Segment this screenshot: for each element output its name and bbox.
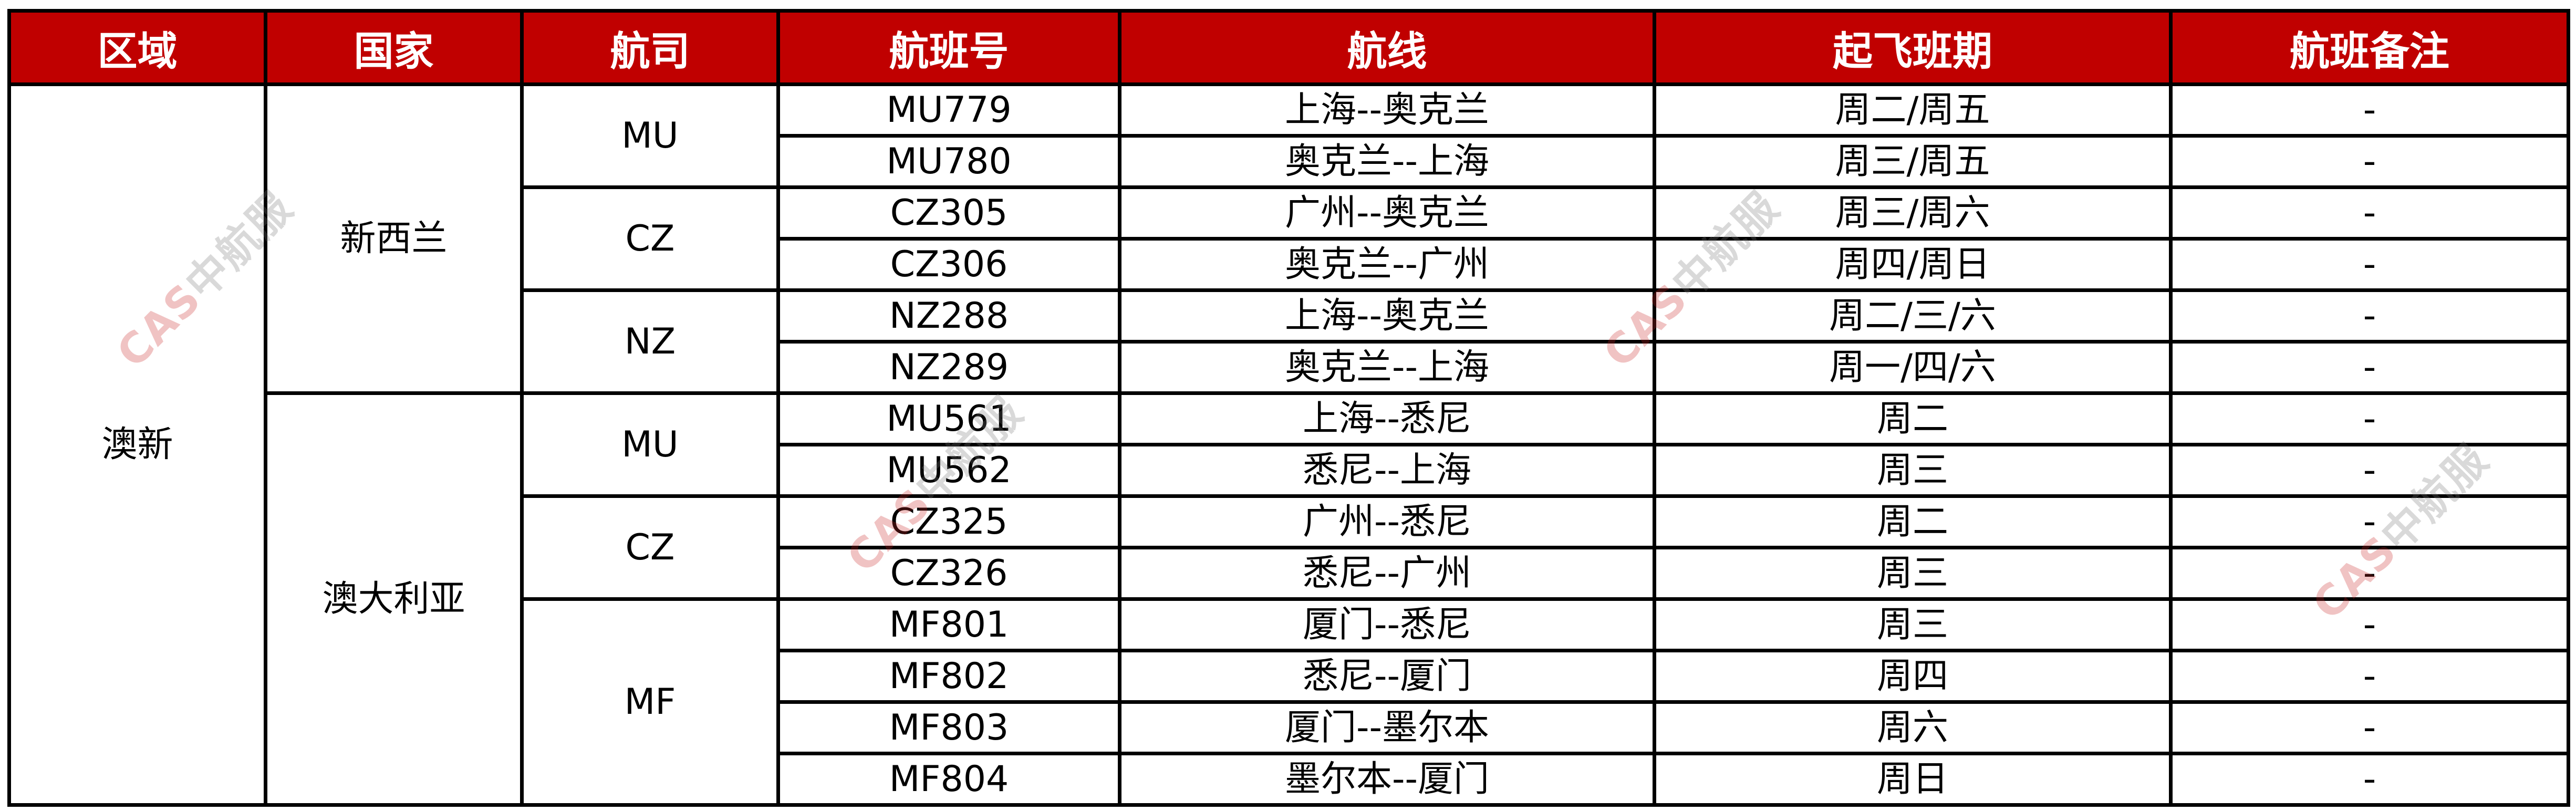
days-cell: 周四/周日 — [1653, 237, 2173, 292]
remark-cell: - — [2169, 185, 2570, 241]
remark-cell: - — [2169, 134, 2570, 189]
days-cell: 周三/周五 — [1653, 134, 2173, 189]
route-cell: 上海--奥克兰 — [1118, 288, 1656, 344]
remark-cell: - — [2169, 494, 2570, 549]
flight-no-cell: MU779 — [776, 82, 1121, 138]
days-cell: 周三 — [1653, 597, 2173, 652]
days-cell: 周二 — [1653, 494, 2173, 549]
header-flight-no: 航班号 — [776, 9, 1121, 86]
route-cell: 奥克兰--上海 — [1118, 340, 1656, 395]
flight-no-cell: MU561 — [776, 391, 1121, 446]
header-route: 航线 — [1118, 9, 1656, 86]
header-row: 区域 国家 航司 航班号 航线 起飞班期 航班备注 — [7, 9, 2570, 86]
table-row: CZ CZ325 广州--悉尼 周二 - — [9, 494, 2570, 601]
table-row: CZ326 悉尼--广州 周三 - — [9, 546, 2570, 601]
remark-cell: - — [2169, 82, 2570, 138]
days-cell: 周三 — [1653, 443, 2173, 498]
table-row: CZ306 奥克兰--广州 周四/周日 - — [9, 237, 2570, 292]
route-cell: 墨尔本--厦门 — [1118, 752, 1656, 807]
flight-no-cell: MU562 — [776, 443, 1121, 498]
route-cell: 上海--奥克兰 — [1118, 82, 1656, 138]
route-cell: 厦门--墨尔本 — [1118, 700, 1656, 755]
flight-no-cell: CZ326 — [776, 546, 1121, 601]
remark-cell: - — [2169, 700, 2570, 755]
table-row: MF804 墨尔本--厦门 周日 - — [9, 752, 2570, 807]
route-cell: 悉尼--广州 — [1118, 546, 1656, 601]
airline-cell: CZ — [520, 185, 780, 292]
table-row: 澳大利亚 MU MU561 上海--悉尼 周二 - — [9, 391, 2570, 807]
table-row: MU780 奥克兰--上海 周三/周五 - — [9, 134, 2570, 189]
flight-no-cell: MU780 — [776, 134, 1121, 189]
header-airline: 航司 — [520, 9, 780, 86]
table-row: MF803 厦门--墨尔本 周六 - — [9, 700, 2570, 755]
country-cell: 新西兰 — [264, 82, 524, 395]
route-cell: 奥克兰--上海 — [1118, 134, 1656, 189]
remark-cell: - — [2169, 288, 2570, 344]
flight-no-cell: CZ305 — [776, 185, 1121, 241]
remark-cell: - — [2169, 391, 2570, 446]
table-row: CZ CZ305 广州--奥克兰 周三/周六 - — [9, 185, 2570, 292]
remark-cell: - — [2169, 237, 2570, 292]
route-cell: 广州--奥克兰 — [1118, 185, 1656, 241]
remark-cell: - — [2169, 752, 2570, 807]
days-cell: 周二/三/六 — [1653, 288, 2173, 344]
table-row: NZ NZ288 上海--奥克兰 周二/三/六 - — [9, 288, 2570, 395]
header-region: 区域 — [7, 9, 267, 86]
airline-cell: CZ — [520, 494, 780, 601]
flight-schedule-table: 区域 国家 航司 航班号 航线 起飞班期 航班备注 澳新 新西兰 MU MU779 上海… — [7, 9, 2570, 807]
flight-no-cell: NZ288 — [776, 288, 1121, 344]
remark-cell: - — [2169, 443, 2570, 498]
header-remark: 航班备注 — [2169, 9, 2570, 86]
country-cell: 澳大利亚 — [264, 391, 524, 807]
airline-cell: MU — [520, 82, 780, 189]
days-cell: 周三/周六 — [1653, 185, 2173, 241]
flight-no-cell: MF802 — [776, 649, 1121, 704]
table-row: 澳新 新西兰 MU MU779 上海--奥克兰 周二/周五 - — [7, 82, 2570, 807]
route-cell: 悉尼--厦门 — [1118, 649, 1656, 704]
flight-no-cell: NZ289 — [776, 340, 1121, 395]
flight-no-cell: MF804 — [776, 752, 1121, 807]
table-row: MF802 悉尼--厦门 周四 - — [9, 649, 2570, 704]
flight-no-cell: MF803 — [776, 700, 1121, 755]
region-cell: 澳新 — [7, 82, 267, 807]
route-cell: 广州--悉尼 — [1118, 494, 1656, 549]
route-cell: 上海--悉尼 — [1118, 391, 1656, 446]
days-cell: 周四 — [1653, 649, 2173, 704]
airline-cell: MF — [520, 597, 780, 807]
days-cell: 周日 — [1653, 752, 2173, 807]
remark-cell: - — [2169, 546, 2570, 601]
days-cell: 周二/周五 — [1653, 82, 2173, 138]
header-country: 国家 — [264, 9, 524, 86]
airline-cell: MU — [520, 391, 780, 498]
table-row: MF MF801 厦门--悉尼 周三 - — [9, 597, 2570, 807]
airline-cell: NZ — [520, 288, 780, 395]
days-cell: 周一/四/六 — [1653, 340, 2173, 395]
days-cell: 周六 — [1653, 700, 2173, 755]
remark-cell: - — [2169, 340, 2570, 395]
flight-no-cell: CZ306 — [776, 237, 1121, 292]
table-row: MU562 悉尼--上海 周三 - — [9, 443, 2570, 498]
flight-no-cell: MF801 — [776, 597, 1121, 652]
table-row: NZ289 奥克兰--上海 周一/四/六 - — [9, 340, 2570, 395]
route-cell: 悉尼--上海 — [1118, 443, 1656, 498]
days-cell: 周三 — [1653, 546, 2173, 601]
flight-no-cell: CZ325 — [776, 494, 1121, 549]
route-cell: 厦门--悉尼 — [1118, 597, 1656, 652]
remark-cell: - — [2169, 597, 2570, 652]
days-cell: 周二 — [1653, 391, 2173, 446]
remark-cell: - — [2169, 649, 2570, 704]
route-cell: 奥克兰--广州 — [1118, 237, 1656, 292]
header-days: 起飞班期 — [1653, 9, 2173, 86]
